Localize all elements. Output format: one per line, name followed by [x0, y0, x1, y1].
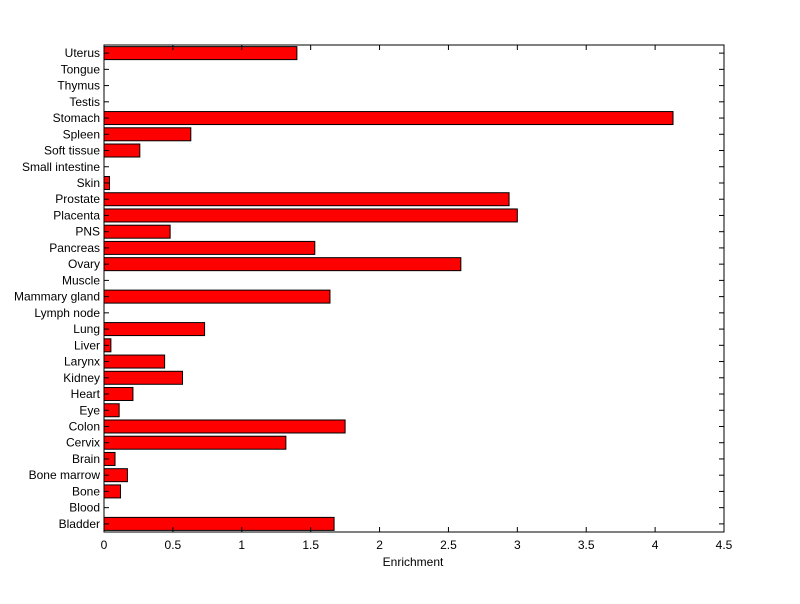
category-label: Small intestine — [22, 160, 100, 174]
bar — [103, 143, 141, 158]
category-label: Spleen — [63, 127, 100, 141]
ticks-layer — [103, 45, 725, 532]
bar — [103, 257, 462, 272]
bar — [103, 516, 335, 531]
x-tick-label: 2 — [376, 538, 383, 552]
category-label: Lymph node — [34, 306, 100, 320]
category-label: Bone marrow — [29, 468, 101, 482]
category-label: PNS — [75, 225, 100, 239]
category-label: Pancreas — [49, 241, 100, 255]
plot-frame — [103, 44, 725, 533]
x-tick-label: 4.5 — [716, 538, 733, 552]
category-label: Ovary — [68, 257, 100, 271]
category-label: Testis — [69, 95, 100, 109]
category-label: Prostate — [55, 192, 100, 206]
x-tick-label: 2.5 — [440, 538, 457, 552]
bar — [103, 192, 510, 207]
bar — [103, 208, 518, 223]
bar — [103, 289, 331, 304]
category-label: Colon — [69, 419, 100, 433]
bar — [103, 111, 674, 126]
category-label: Thymus — [57, 79, 100, 93]
category-label: Muscle — [62, 273, 100, 287]
category-label: Tongue — [61, 62, 101, 76]
category-label: Bone — [72, 484, 100, 498]
category-label: Eye — [79, 403, 100, 417]
x-tick-label: 0.5 — [165, 538, 182, 552]
bar — [103, 354, 166, 369]
category-label: Heart — [71, 387, 101, 401]
bar — [103, 127, 192, 142]
category-label: Kidney — [63, 371, 100, 385]
category-label: Placenta — [53, 208, 100, 222]
category-labels: Uterus Tongue Thymus Testis Stomach Spleen Sof… — [14, 46, 101, 531]
category-label: Brain — [72, 452, 100, 466]
category-label: Skin — [77, 176, 100, 190]
category-label: Liver — [74, 338, 100, 352]
bar — [103, 419, 346, 434]
category-label: Bladder — [59, 517, 100, 531]
bar — [103, 224, 171, 239]
category-label: Soft tissue — [44, 144, 100, 158]
bar — [103, 322, 206, 337]
x-axis-label: Enrichment — [383, 555, 444, 569]
plot-area — [104, 45, 724, 532]
category-label: Uterus — [65, 46, 100, 60]
category-label: Cervix — [66, 436, 100, 450]
x-tick-label: 3.5 — [578, 538, 595, 552]
category-label: Lung — [73, 322, 100, 336]
category-label: Blood — [69, 501, 100, 515]
category-label: Larynx — [64, 355, 100, 369]
x-tick-label: 3 — [514, 538, 521, 552]
bar — [103, 46, 298, 61]
bar — [103, 370, 184, 385]
x-tick-label: 4 — [652, 538, 659, 552]
bar — [103, 240, 316, 255]
bar — [103, 435, 287, 450]
x-tick-label: 1.5 — [302, 538, 319, 552]
x-tick-label: 1 — [238, 538, 245, 552]
category-label: Stomach — [53, 111, 100, 125]
x-tick-label: 0 — [101, 538, 108, 552]
category-label: Mammary gland — [14, 290, 100, 304]
x-tick-labels: 0 0.5 1 1.5 2 2.5 3 3.5 4 4.5 — [101, 538, 733, 552]
